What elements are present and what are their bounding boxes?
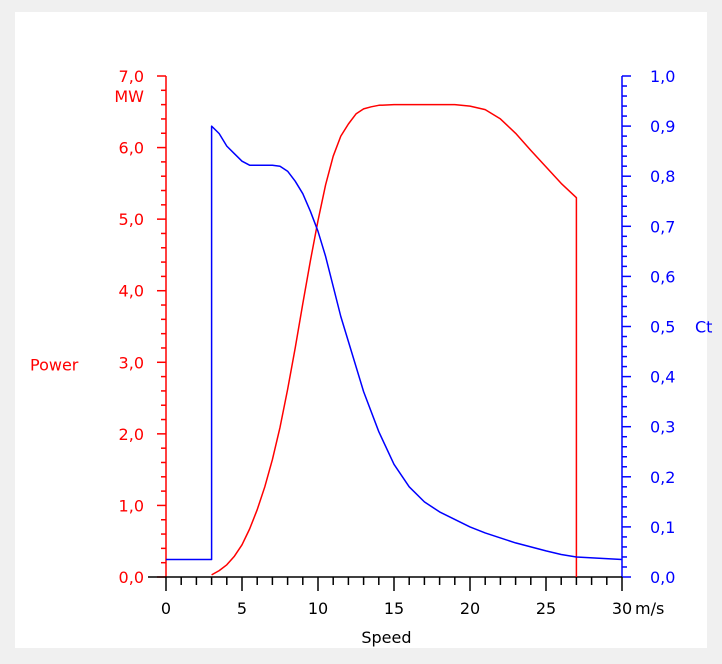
right-axis-tick-label: 1,0 [650,67,675,86]
left-axis-tick-label: 2,0 [119,425,144,444]
ct-curve-line [166,125,623,561]
x-axis-tick-label: 20 [460,599,480,618]
right-axis-tick-label: 0,0 [650,568,675,587]
x-axis-tick-label: 5 [237,599,247,618]
left-axis-tick-label: 7,0 [119,67,144,86]
right-axis-tick-label: 0,5 [650,318,675,337]
left-axis-tick-label: 1,0 [119,496,144,515]
left-axis-tick-label: 6,0 [119,139,144,158]
left-axis-unit: MW [114,87,144,106]
right-axis-tick-label: 0,7 [650,217,675,236]
x-axis-label: Speed [361,628,411,647]
right-axis-tick-label: 0,8 [650,167,675,186]
right-axis-tick-label: 0,4 [650,368,675,387]
right-axis-label: Ct [695,318,712,337]
right-axis-tick-label: 0,3 [650,418,675,437]
left-axis-tick-label: 4,0 [119,282,144,301]
left-axis-tick-label: 0,0 [119,568,144,587]
x-axis-tick-label: 0 [161,599,171,618]
x-axis-tick-label: 25 [536,599,556,618]
x-axis-tick-label: 30 [612,599,632,618]
right-axis-tick-label: 0,6 [650,267,675,286]
left-axis-tick-label: 5,0 [119,210,144,229]
x-axis-unit: m/s [635,599,664,618]
right-axis-tick-label: 0,9 [650,117,675,136]
left-axis-tick-label: 3,0 [119,353,144,372]
power-curve-line [211,103,578,577]
plot-background [15,12,707,648]
right-axis-tick-label: 0,1 [650,518,675,537]
right-axis-tick-label: 0,2 [650,468,675,487]
x-axis-tick-label: 10 [308,599,328,618]
left-axis-label: Power [30,356,79,375]
x-axis-tick-label: 15 [384,599,404,618]
